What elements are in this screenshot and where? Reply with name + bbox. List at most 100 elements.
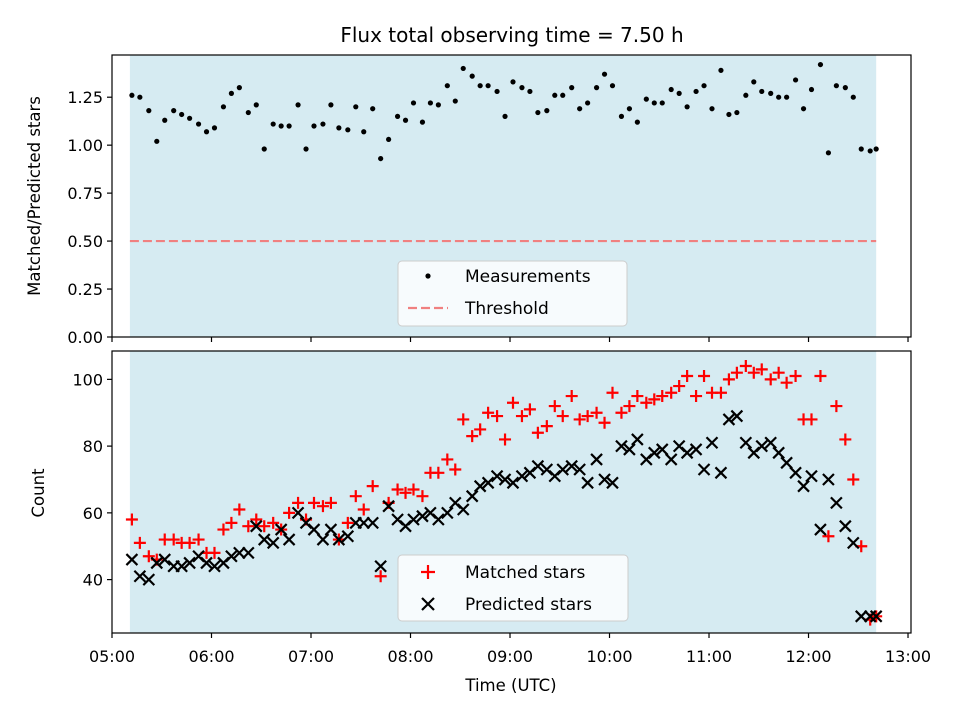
legend-measurements-label: Measurements [465,267,591,287]
legend-predicted-marker [421,597,435,611]
matched-star-point [233,503,246,516]
predicted-star-point [158,553,172,566]
matched-star-point [830,400,843,413]
predicted-star-point [506,476,520,490]
matched-star-point [242,520,255,533]
predicted-star-point [307,523,321,536]
top-y-tick-label: 0.25 [67,280,103,299]
predicted-star-point [590,453,603,466]
measurement-point [452,98,458,104]
matched-star-point [805,413,818,426]
matched-star-point [598,416,611,429]
predicted-star-point [680,446,694,460]
matched-star-point [142,550,155,563]
measurement-point [544,108,550,114]
matched-star-point [631,390,644,403]
measurement-point [410,100,417,106]
predicted-star-point [869,610,883,623]
measurement-point [211,125,218,131]
predicted-star-point [789,466,802,480]
measurement-point [502,113,508,119]
measurement-point [560,92,566,98]
bottom-y-tick-label: 100 [72,370,103,389]
matched-star-point [167,533,180,546]
matched-star-point [133,536,146,549]
predicted-star-point [573,463,586,476]
matched-star-point [606,386,619,399]
measurement-point [286,123,292,129]
matched-star-point [673,380,686,393]
predicted-star-point [282,533,296,546]
predicted-star-point [847,536,860,550]
measurement-point [609,83,616,89]
predicted-star-point [175,559,188,573]
matched-stars-points [125,360,883,626]
predicted-star-point [257,533,271,546]
measurement-point [759,88,765,95]
measurement-point [668,86,674,93]
predicted-star-point [498,473,512,486]
matched-star-point [416,490,429,503]
matched-star-point [208,546,221,559]
predicted-star-point [465,489,479,503]
measurement-point [469,73,475,79]
matched-star-point [499,433,512,446]
predicted-star-point [150,556,164,570]
top-y-tick-label: 0.00 [67,328,103,347]
bottom-plot-frame [111,350,912,634]
predicted-star-point [755,439,769,453]
predicted-star-point [490,469,504,483]
measurement-point [676,90,682,96]
measurement-point [195,121,202,127]
measurement-point [569,85,575,91]
measurement-point [718,67,724,73]
measurement-point [444,83,450,89]
measurement-point [535,109,541,116]
measurement-point [519,85,525,91]
predicted-star-point [473,479,487,493]
matched-star-point [357,503,370,516]
measurement-point [228,90,235,96]
x-tick-label: 12:00 [785,647,831,666]
predicted-star-point [441,506,454,520]
matched-star-point [665,386,678,399]
matched-star-point [316,500,329,513]
measurement-point [236,85,242,91]
matched-star-point [267,516,280,529]
measurement-point [743,92,749,98]
bottom-legend: Matched stars Predicted stars [397,554,629,622]
x-tick-label: 05:00 [89,647,135,666]
x-axis-label: Time (UTC) [464,676,556,695]
matched-star-point [739,360,752,373]
measurement-point [154,138,160,144]
predicted-star-point [648,446,661,460]
measurement-point [850,94,856,100]
top-y-tick-label: 0.50 [67,232,103,251]
predicted-star-point [565,459,578,473]
top-y-tick-label: 1.00 [67,136,103,155]
measurement-point [552,92,558,98]
matched-star-point [217,523,230,536]
matched-star-point [640,396,653,409]
matched-star-point [307,496,320,509]
bottom-legend-box [397,554,629,622]
predicted-star-point [481,476,495,490]
predicted-star-point [830,496,843,510]
measurement-point [171,108,177,114]
measurement-point [261,146,267,152]
matched-star-point [714,386,727,399]
matched-star-point [474,423,487,436]
predicted-star-point [705,436,719,450]
measurement-point [345,127,351,133]
measurement-point [659,100,665,106]
measurement-point [800,106,807,112]
predicted-star-point [598,473,611,486]
x-tick-label: 08:00 [387,647,433,666]
top-y-tick-label: 0.75 [67,184,103,203]
measurement-point [510,79,516,85]
bottom-y-tick-label: 60 [83,504,103,523]
measurement-point [709,106,715,112]
matched-star-point [491,410,504,423]
matched-star-point [814,370,827,383]
measurement-point [328,102,334,108]
